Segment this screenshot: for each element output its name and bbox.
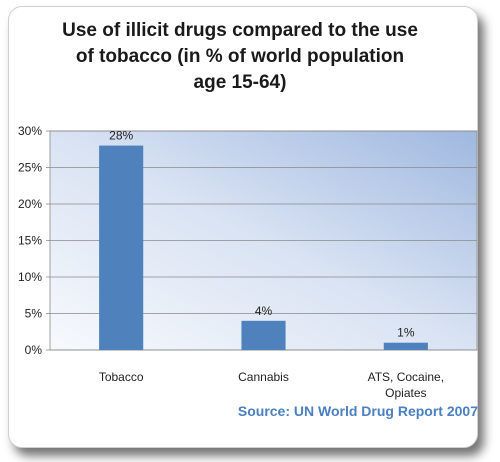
x-tick-label: ATS, Cocaine, Opiates: [368, 370, 444, 400]
y-tick-label: 0%: [25, 343, 43, 357]
y-axis: 0% 5% 10% 15% 20% 25% 30%: [18, 124, 50, 357]
x-axis: Tobacco Cannabis ATS, Cocaine, Opiates: [99, 370, 444, 400]
y-tick-label: 15%: [18, 234, 42, 248]
chart-title: Use of illicit drugs compared to the use…: [62, 20, 418, 93]
source-note: Source: UN World Drug Report 2007: [237, 403, 478, 419]
x-tick-label: Tobacco: [99, 370, 144, 384]
data-label: 28%: [109, 129, 133, 143]
data-label: 1%: [397, 326, 415, 340]
bar: [241, 320, 286, 350]
bars: 28% 4% 1%: [99, 129, 428, 350]
bar: [99, 145, 144, 350]
x-tick-label: Cannabis: [238, 370, 289, 384]
bar: [383, 342, 428, 350]
y-tick-label: 30%: [18, 124, 42, 138]
y-tick-label: 5%: [25, 307, 43, 321]
y-tick-label: 20%: [18, 197, 42, 211]
data-label: 4%: [255, 304, 273, 318]
y-tick-label: 25%: [18, 161, 42, 175]
y-tick-label: 10%: [18, 270, 42, 284]
